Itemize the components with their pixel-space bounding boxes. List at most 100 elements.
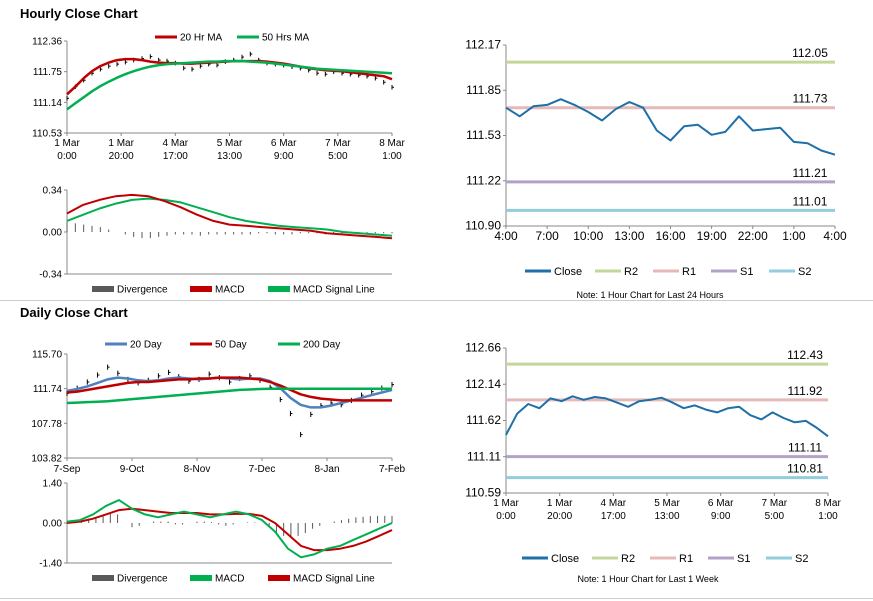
daily-pivot-x-tick-label: 5:00 (765, 511, 785, 522)
hourly-price-x-tick-label: 1:00 (382, 151, 402, 162)
daily-pivot-y-tick-label: 111.11 (467, 449, 501, 463)
daily-price-x-tick-label: 9-Oct (120, 464, 145, 475)
daily-pivot-x-tick-label: 0:00 (496, 511, 516, 522)
hourly-price-0-legend-label: 20 Hr MA (180, 33, 223, 44)
daily-price-2-legend-label: 200 Day (303, 340, 340, 351)
daily-price-x-tick-label: 7-Dec (249, 464, 276, 475)
hourly-macd-legend-swatch (190, 286, 212, 292)
daily-pivot-y-tick-label: 110.59 (465, 486, 501, 500)
daily-pivot-x-tick-label: 9:00 (711, 511, 731, 522)
daily-macd-legend-label: MACD (215, 574, 244, 585)
hourly-macd-y-tick-label: 0.00 (43, 228, 63, 239)
daily-pivot-legend-label: R2 (621, 553, 635, 565)
daily-macd-legend-swatch (92, 575, 114, 581)
daily-macd-y-tick-label: 1.40 (43, 479, 63, 490)
daily-price-y-tick-label: 111.74 (33, 384, 63, 395)
hourly-pivot-legend-label: R1 (682, 266, 696, 278)
daily-pivot-level-value: 112.43 (787, 348, 823, 362)
bottom-divider (0, 598, 873, 599)
hourly-price-x-tick-label: 17:00 (163, 151, 188, 162)
daily-macd-y-tick-label: 0.00 (43, 519, 63, 530)
daily-pivot-x-tick-label: 1 Mar (493, 498, 519, 509)
hourly-price-x-tick-label: 0:00 (57, 151, 77, 162)
daily-pivot-close-line (505, 395, 829, 438)
hourly-ma20-line (66, 57, 393, 96)
daily-macd-line (66, 499, 393, 559)
daily-macd-legend-label: Divergence (117, 574, 168, 585)
hourly-pivot-x-tick-label: 13:00 (614, 229, 644, 243)
daily-price-1-legend-label: 50 Day (215, 340, 247, 351)
hourly-pivot-legend-label: Close (554, 266, 582, 278)
hourly-pivot-level-value: 111.01 (793, 194, 828, 208)
daily-ma50-line (66, 376, 392, 402)
hourly-price-y-tick-label: 110.53 (32, 129, 62, 140)
daily-ma200-line (66, 387, 392, 405)
daily-pivot-level-value: 110.81 (787, 462, 823, 476)
hourly-price-x-tick-label: 6 Mar (271, 138, 297, 149)
hourly-pivot-y-tick-label: 111.22 (466, 173, 501, 187)
daily-pivot-legend-label: R1 (679, 553, 693, 565)
hourly-pivot-y-tick-label: 111.53 (466, 128, 501, 142)
daily-pivot-x-tick-label: 7 Mar (762, 498, 788, 509)
hourly-price-x-tick-label: 13:00 (217, 151, 242, 162)
daily-macd-legend-swatch (190, 575, 212, 581)
daily-pivot-x-tick-label: 20:00 (547, 511, 572, 522)
daily-pivot-level-value: 111.92 (788, 384, 823, 398)
hourly-macd-line (66, 193, 393, 240)
daily-macd-legend-label: MACD Signal Line (293, 574, 375, 585)
hourly-price-x-tick-label: 5:00 (328, 151, 348, 162)
hourly-pivot-y-tick-label: 111.85 (466, 83, 501, 97)
hourly-macd-legend-label: MACD (215, 285, 244, 296)
daily-pivot-x-tick-label: 4 Mar (601, 498, 627, 509)
daily-pivot-x-tick-label: 8 Mar (815, 498, 841, 509)
daily-pivot-x-tick-label: 17:00 (601, 511, 626, 522)
hourly-pivot-legend-label: R2 (624, 266, 638, 278)
daily-price-x-tick-label: 8-Jan (314, 464, 339, 475)
daily-signal-line (66, 507, 393, 552)
daily-pivot-x-tick-label: 1 Mar (547, 498, 573, 509)
daily-macd-y-tick-label: -1.40 (39, 559, 62, 570)
hourly-macd-legend-label: Divergence (117, 285, 168, 296)
daily-pivot-y-tick-label: 111.62 (466, 413, 501, 427)
daily-macd-legend-swatch (268, 575, 290, 581)
daily-pivot-legend-label: Close (551, 553, 579, 565)
daily-price-x-tick-label: 7-Sep (54, 464, 81, 475)
section-divider (0, 300, 873, 301)
daily-pivot-y-tick-label: 112.66 (465, 341, 501, 355)
hourly-pivot-level-value: 111.73 (793, 92, 828, 106)
hourly-pivot-level-value: 111.21 (793, 166, 828, 180)
hourly-macd-y-tick-label: -0.34 (39, 270, 62, 281)
hourly-pivot-x-tick-label: 4:00 (823, 229, 847, 243)
hourly-price-x-tick-label: 1 Mar (108, 138, 134, 149)
hourly-pivot-x-tick-label: 10:00 (573, 229, 603, 243)
daily-section-title: Daily Close Chart (20, 305, 128, 320)
hourly-ma50-line (66, 59, 393, 111)
hourly-pivot-x-tick-label: 1:00 (782, 229, 806, 243)
daily-pivot-legend-label: S2 (795, 553, 808, 565)
hourly-macd-y-tick-label: 0.34 (43, 186, 63, 197)
hourly-pivot-y-tick-label: 112.17 (465, 38, 501, 52)
hourly-price-1-legend-label: 50 Hrs MA (262, 33, 310, 44)
hourly-pivot-x-tick-label: 4:00 (494, 229, 518, 243)
daily-pivot-note: Note: 1 Hour Chart for Last 1 Week (578, 574, 719, 584)
hourly-macd-legend-swatch (92, 286, 114, 292)
hourly-pivot-x-tick-label: 7:00 (535, 229, 559, 243)
daily-price-y-tick-label: 107.78 (31, 419, 62, 430)
daily-price-x-tick-label: 8-Nov (184, 464, 211, 475)
daily-pivot-level-value: 111.11 (788, 441, 822, 455)
daily-pivot-x-tick-label: 13:00 (654, 511, 679, 522)
hourly-price-x-tick-label: 8 Mar (379, 138, 405, 149)
hourly-price-x-tick-label: 4 Mar (163, 138, 189, 149)
hourly-price-y-tick-label: 111.14 (33, 98, 63, 109)
hourly-pivot-y-tick-label: 110.90 (465, 219, 501, 233)
daily-pivot-legend-label: S1 (737, 553, 750, 565)
daily-pivot-y-tick-label: 112.14 (465, 377, 501, 391)
daily-price-y-tick-label: 103.82 (31, 454, 62, 465)
hourly-signal-line (66, 197, 393, 237)
hourly-price-x-tick-label: 1 Mar (54, 138, 80, 149)
daily-price-0-legend-label: 20 Day (130, 340, 162, 351)
hourly-macd-legend-label: MACD Signal Line (293, 285, 375, 296)
hourly-pivot-level-value: 112.05 (792, 46, 828, 60)
hourly-price-x-tick-label: 9:00 (274, 151, 294, 162)
